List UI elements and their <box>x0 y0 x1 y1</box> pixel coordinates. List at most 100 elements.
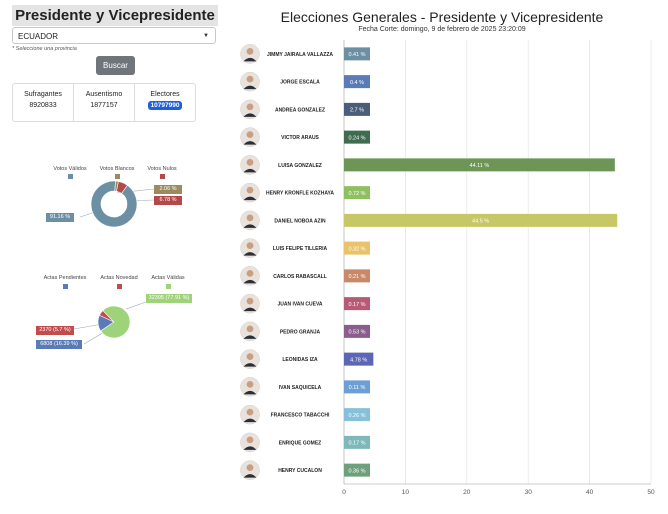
panel-title: Presidente y Vicepresidente <box>12 5 218 26</box>
candidate-avatar <box>240 460 260 480</box>
stat-ausentismo: Ausentismo 1877157 <box>74 84 135 121</box>
pie-label-pendientes: 6808 (16.39 %) <box>36 340 82 349</box>
candidate-avatar <box>240 155 260 175</box>
bar <box>344 463 370 477</box>
bar <box>344 130 370 144</box>
stat-value: 8920833 <box>29 102 57 109</box>
bar <box>344 352 374 366</box>
province-value: ECUADOR <box>18 32 59 41</box>
x-tick-label: 0 <box>342 489 346 496</box>
bar <box>344 158 615 172</box>
candidate-label: HENRY CUCALON <box>278 468 322 474</box>
pie-slice <box>100 305 131 339</box>
legend-actas-validas: Actas Válidas <box>151 275 185 281</box>
province-hint: * Seleccione una provincia <box>12 46 77 52</box>
bar-value-label: 0.72 % <box>348 191 365 197</box>
x-tick-label: 50 <box>647 489 655 496</box>
candidate-avatar <box>240 293 260 314</box>
x-tick-label: 20 <box>463 489 471 496</box>
candidate-label: VICTOR ARAUS <box>281 135 319 141</box>
bar <box>344 102 370 116</box>
candidate-label: LUISA GONZALEZ <box>278 163 322 169</box>
legend-actas-pendientes: Actas Pendientes <box>43 275 87 281</box>
x-tick-label: 40 <box>586 489 594 496</box>
bar-value-label: 4.78 % <box>350 357 367 363</box>
stat-electores: Electores 10797990 <box>135 84 195 121</box>
donut-slice <box>116 181 128 194</box>
candidate-label: FRANCESCO TABACCHI <box>271 413 330 419</box>
candidate-avatar <box>240 99 260 120</box>
search-button[interactable]: Buscar <box>96 56 135 75</box>
bar-value-label: 44.11 % <box>470 163 490 169</box>
legend-actas-novedad: Actas Novedad <box>100 275 138 281</box>
bar <box>344 297 370 311</box>
pie-label-novedad: 2370 (5.7 %) <box>36 326 74 335</box>
candidate-avatar <box>240 377 260 397</box>
bar-value-label: 0.53 % <box>348 330 365 336</box>
pie-label-validas: 32395 (77.91 %) <box>146 294 192 303</box>
candidate-label: JIMMY JAIRALA VALLAZZA <box>267 52 333 58</box>
bar <box>344 186 370 200</box>
chevron-down-icon: ▼ <box>203 33 209 39</box>
candidate-avatar <box>240 182 260 203</box>
bar-value-label: 0.21 % <box>348 274 365 280</box>
stat-value: 1877157 <box>90 102 118 109</box>
candidate-label: JORGE ESCALA <box>280 80 320 86</box>
legend-swatch-novedad <box>117 284 122 289</box>
candidate-label: ENRIQUE GOMEZ <box>279 440 322 446</box>
candidate-label: DANIEL NOBOA AZIN <box>274 218 326 224</box>
bar-value-label: 44.5 % <box>472 219 489 225</box>
electores-badge: 10797990 <box>147 101 183 110</box>
candidate-avatar <box>240 404 260 425</box>
left-panel: Presidente y Vicepresidente ECUADOR ▼ * … <box>0 0 228 514</box>
donut-label-nulos: 6.78 % <box>154 196 182 205</box>
bar <box>344 269 370 283</box>
donut-label-validos: 91.16 % <box>46 213 74 222</box>
bar-value-label: 0.11 % <box>349 385 366 391</box>
candidate-avatar <box>240 349 260 369</box>
stat-label: Sufragantes <box>24 91 62 98</box>
candidate-label: LEONIDAS IZA <box>282 357 318 363</box>
donut-label-blancos: 2.06 % <box>154 185 182 194</box>
candidate-label: ANDREA GONZALEZ <box>275 107 325 113</box>
candidate-label: LUIS FELIPE TILLERIA <box>273 246 328 252</box>
chart-subtitle: Fecha Corte: domingo, 9 de febrero de 20… <box>358 26 526 33</box>
candidate-label: IVAN SAQUICELA <box>279 385 322 391</box>
bar <box>344 324 370 338</box>
candidate-avatar <box>240 127 260 147</box>
legend-swatch-blancos <box>115 174 120 179</box>
bar <box>344 75 370 89</box>
candidate-avatar <box>240 210 260 231</box>
donut-slice <box>90 180 138 228</box>
legend-swatch-validas <box>166 284 171 289</box>
x-tick-label: 10 <box>402 489 410 496</box>
bar <box>344 435 370 449</box>
bar <box>344 241 370 255</box>
candidate-avatar <box>240 321 260 342</box>
legend-swatch-validos <box>68 174 73 179</box>
chart-title: Elecciones Generales - Presidente y Vice… <box>280 9 604 25</box>
candidate-avatar <box>240 266 260 286</box>
candidate-label: PEDRO GRANJA <box>280 329 321 335</box>
candidate-avatar <box>240 238 260 258</box>
bar <box>344 380 370 394</box>
bar-value-label: 0.24 % <box>348 135 365 141</box>
candidate-avatar <box>240 44 260 64</box>
legend-swatch-nulos <box>160 174 165 179</box>
bar-value-label: 0.41 % <box>348 52 365 58</box>
bar-value-label: 0.17 % <box>348 441 365 447</box>
bar <box>344 47 370 61</box>
stat-label: Electores <box>150 91 180 98</box>
province-select[interactable]: ECUADOR ▼ <box>12 27 216 44</box>
candidate-avatar <box>240 71 260 92</box>
stat-label: Ausentismo <box>85 91 123 98</box>
bar-value-label: 0.17 % <box>348 302 365 308</box>
votes-donut-chart <box>79 180 155 228</box>
legend-swatch-pendientes <box>63 284 68 289</box>
bar-value-label: 0.4 % <box>350 80 364 86</box>
candidate-label: HENRY KRONFLE KOZHAYA <box>266 191 334 197</box>
stats-box: Sufragantes 8920833 Ausentismo 1877157 E… <box>12 83 196 122</box>
legend-votos-blancos: Votos Blancos <box>99 166 135 172</box>
legend-votos-validos: Votos Válidos <box>53 166 87 172</box>
